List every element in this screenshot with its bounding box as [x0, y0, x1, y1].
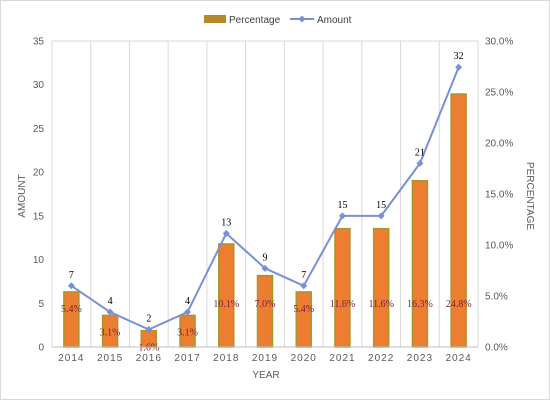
y2-tick-label: 30.0%	[485, 37, 513, 48]
x-axis-title: YEAR	[252, 370, 279, 381]
point-amount	[300, 282, 308, 290]
bar-percentage	[218, 243, 235, 348]
point-data-label: 9	[263, 252, 268, 263]
y-tick-label: 30	[33, 80, 45, 91]
x-tick-label: 2014	[58, 353, 84, 364]
data-labels: 5.4% 3.1% 1.6% 3.1% 10.1% 7.0% 5.4% 11.6% 11.6% 1…	[61, 51, 472, 353]
point-data-label: 15	[337, 200, 347, 211]
point-data-label: 2	[146, 314, 151, 325]
legend-label-percentage: Percentage	[229, 15, 281, 26]
x-tick-label: 2019	[252, 353, 278, 364]
y-tick-label: 15	[33, 211, 45, 222]
legend: Percentage Amount	[204, 15, 352, 26]
point-amount	[222, 229, 230, 237]
bar-data-label: 3.1%	[177, 327, 198, 338]
bar-data-label: 16.3%	[407, 299, 433, 310]
y-tick-label: 35	[33, 37, 45, 48]
y2-tick-label: 0.0%	[485, 343, 508, 354]
bar-data-label: 3.1%	[100, 327, 121, 338]
x-tick-label: 2018	[213, 353, 239, 364]
y-tick-label: 25	[33, 124, 45, 135]
x-tick-label: 2021	[329, 353, 355, 364]
x-tick-label: 2017	[174, 353, 200, 364]
point-data-label: 15	[376, 200, 386, 211]
bar-data-label: 11.6%	[368, 299, 393, 310]
y-tick-label: 0	[38, 343, 44, 354]
x-tick-label: 2024	[446, 353, 472, 364]
x-tick-label: 2020	[291, 353, 317, 364]
point-data-label: 7	[301, 270, 306, 281]
point-amount	[261, 264, 269, 272]
point-data-label: 4	[185, 296, 190, 307]
y-axis-title: AMOUNT	[17, 174, 28, 217]
bar-data-label: 5.4%	[61, 304, 82, 315]
point-data-label: 21	[415, 147, 425, 158]
point-amount	[106, 308, 114, 316]
x-tick-label: 2022	[368, 353, 394, 364]
legend-label-amount: Amount	[317, 15, 352, 26]
bar-percentage	[334, 227, 351, 348]
bar-percentage	[295, 291, 312, 348]
gridlines	[51, 41, 479, 347]
amount-line-layer	[67, 63, 463, 334]
bar-percentage	[63, 291, 80, 348]
bar-data-label: 10.1%	[213, 299, 239, 310]
bar-percentage	[372, 227, 390, 348]
point-data-label: 4	[108, 296, 113, 307]
bar-data-label: 1.6%	[138, 343, 159, 354]
point-amount	[67, 282, 75, 290]
point-data-label: 13	[221, 217, 231, 228]
y-tick-label: 5	[38, 299, 44, 310]
point-amount	[377, 212, 385, 220]
point-amount	[184, 308, 192, 316]
point-amount	[416, 159, 424, 167]
y2-tick-label: 20.0%	[485, 139, 513, 150]
y2-tick-label: 10.0%	[485, 241, 513, 252]
point-amount	[338, 212, 346, 220]
y-tick-label: 10	[33, 255, 45, 266]
y2-tick-label: 5.0%	[485, 292, 508, 303]
x-tick-label: 2016	[136, 353, 162, 364]
bar-data-label: 5.4%	[293, 304, 314, 315]
y2-tick-label: 25.0%	[485, 88, 513, 99]
y-tick-label: 20	[33, 168, 45, 179]
legend-marker-amount	[298, 15, 306, 23]
x-tick-label: 2023	[407, 353, 433, 364]
bar-data-label: 24.8%	[446, 299, 472, 310]
point-data-label: 32	[454, 51, 464, 62]
legend-swatch-percentage	[204, 15, 226, 23]
axes: 051015202530350.0%5.0%10.0%15.0%20.0%25.…	[33, 37, 514, 365]
point-data-label: 7	[69, 270, 74, 281]
bar-percentage	[411, 179, 429, 348]
bar-percentage	[256, 274, 274, 348]
point-amount	[455, 63, 463, 71]
point-amount	[145, 326, 153, 334]
bar-data-label: 11.6%	[330, 299, 355, 310]
x-tick-label: 2015	[97, 353, 123, 364]
y2-axis-title: PERCENTAGE	[524, 162, 535, 230]
y2-tick-label: 15.0%	[485, 190, 513, 201]
bar-data-label: 7.0%	[255, 299, 276, 310]
